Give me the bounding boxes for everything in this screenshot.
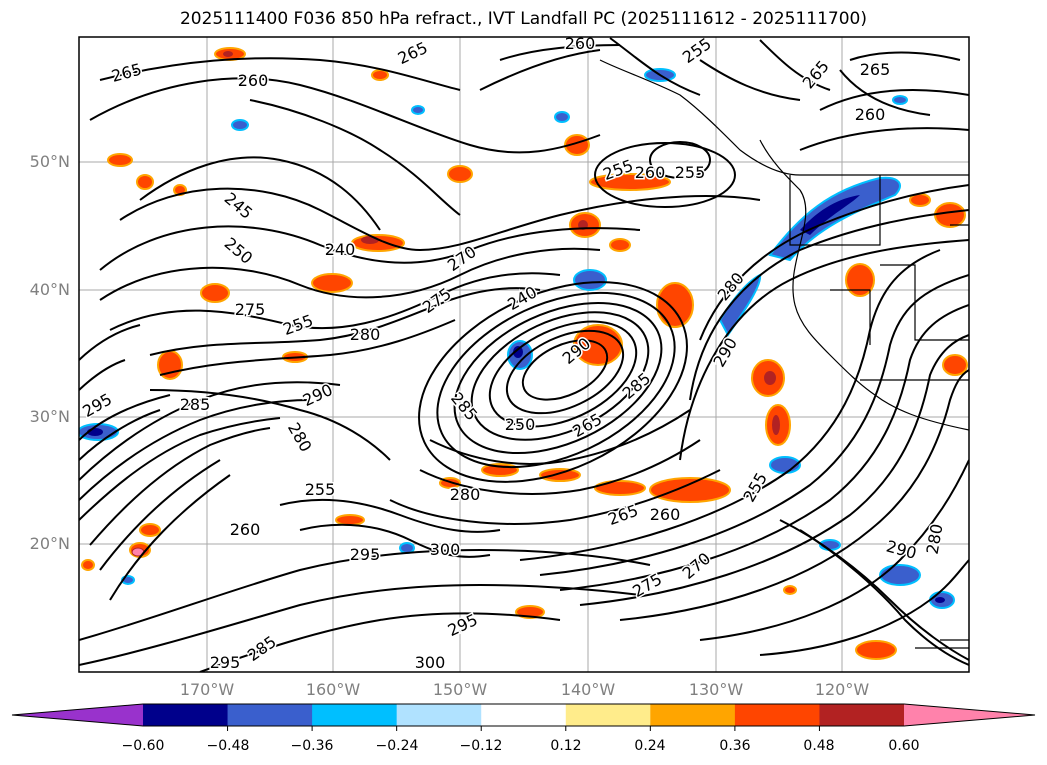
lon-label-170w: 170°W (179, 680, 235, 699)
contour-label: 280 (450, 485, 481, 504)
lat-label-50n: 50°N (29, 152, 70, 171)
map-frame (78, 36, 970, 673)
colorbar-segment (312, 704, 398, 726)
colorbar-segment (227, 704, 313, 726)
contour-label: 275 (235, 300, 266, 319)
colorbar-tick-label: −0.48 (206, 738, 250, 754)
contour-label: 240 (325, 240, 356, 259)
colorbar-segment (481, 704, 567, 726)
colorbar-extend-max (904, 704, 1035, 726)
colorbar-segment (734, 704, 820, 726)
contour-label: 260 (238, 71, 269, 90)
lon-label-160w: 160°W (305, 680, 361, 699)
colorbar-extend-min (12, 704, 143, 726)
contour-label: 265 (860, 60, 891, 79)
colorbar-tick-label: −0.12 (459, 738, 503, 754)
contour-label: 300 (430, 540, 461, 559)
contour-label: 260 (565, 34, 596, 53)
contour-label: 295 (210, 653, 241, 672)
colorbar-tick-label: −0.60 (121, 738, 165, 754)
contour-label: 300 (415, 653, 446, 672)
filled-anomaly-patches (79, 47, 968, 660)
colorbar-tick-label: 0.60 (888, 738, 920, 754)
colorbar-segment (143, 704, 229, 726)
coastlines (599, 59, 969, 649)
contour-label: 260 (650, 505, 681, 524)
lon-label-150w: 150°W (432, 680, 488, 699)
colorbar-segment (565, 704, 651, 726)
lat-label-40n: 40°N (29, 280, 70, 299)
contour-label: 255 (675, 163, 706, 182)
colorbar-segment (396, 704, 482, 726)
colorbar (11, 703, 1036, 731)
colorbar-tick-label: −0.36 (290, 738, 334, 754)
colorbar-tick-label: 0.48 (803, 738, 835, 754)
contour-label: 255 (305, 480, 336, 499)
contour-label: 280 (350, 325, 381, 344)
positive-anomaly-patches (81, 47, 968, 660)
refractivity-contours (79, 37, 969, 672)
contour-label: 250 (505, 415, 536, 434)
lon-label-140w: 140°W (560, 680, 616, 699)
contour-label: 280 (923, 522, 947, 555)
contour-label: 260 (635, 163, 666, 182)
contour-label: 285 (180, 395, 211, 414)
figure-title: 2025111400 F036 850 hPa refract., IVT La… (179, 9, 867, 29)
colorbar-tick-label: 0.12 (550, 738, 582, 754)
colorbar-tick-label: 0.24 (634, 738, 666, 754)
colorbar-segment (819, 704, 905, 726)
contour-label: 260 (230, 520, 261, 539)
colorbar-tick-label: −0.24 (375, 738, 419, 754)
lat-label-30n: 30°N (29, 407, 70, 426)
contour-label: 260 (855, 105, 886, 124)
lat-label-20n: 20°N (29, 534, 70, 553)
colorbar-tick-label: 0.36 (719, 738, 751, 754)
colorbar-segment (650, 704, 736, 726)
colorbar-outline (11, 703, 1036, 727)
lon-label-130w: 130°W (688, 680, 744, 699)
lon-label-120w: 120°W (814, 680, 870, 699)
contour-label: 295 (350, 545, 381, 564)
